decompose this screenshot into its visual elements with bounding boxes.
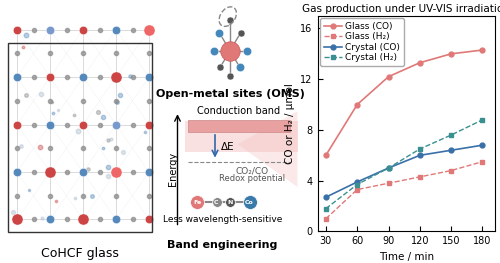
Glass (CO) <box>354 103 360 106</box>
Glass (H₂) <box>354 188 360 191</box>
Crystal (H₂) <box>354 183 360 186</box>
Text: Less wavelength-sensitive: Less wavelength-sensitive <box>163 215 282 224</box>
Text: Fe: Fe <box>193 200 201 205</box>
Glass (CO) <box>448 52 454 55</box>
Text: Co: Co <box>245 200 254 205</box>
Glass (H₂) <box>417 175 423 179</box>
Crystal (H₂) <box>386 166 392 170</box>
Legend: Glass (CO), Glass (H₂), Crystal (CO), Crystal (H₂): Glass (CO), Glass (H₂), Crystal (CO), Cr… <box>320 18 404 66</box>
Crystal (H₂) <box>448 133 454 136</box>
X-axis label: Time / min: Time / min <box>378 252 434 262</box>
Crystal (CO) <box>354 180 360 184</box>
Glass (CO) <box>417 61 423 64</box>
Glass (H₂) <box>323 217 329 220</box>
Text: Energy: Energy <box>168 152 178 186</box>
Crystal (H₂) <box>323 207 329 210</box>
Glass (CO) <box>386 75 392 78</box>
Text: Open-metal sites (OMS): Open-metal sites (OMS) <box>156 89 304 99</box>
Text: CoHCF glass: CoHCF glass <box>41 247 119 260</box>
Glass (CO) <box>323 154 329 157</box>
Glass (CO) <box>480 48 486 52</box>
Y-axis label: CO or H₂ / μmol: CO or H₂ / μmol <box>284 83 294 164</box>
Crystal (CO) <box>417 154 423 157</box>
Text: Band engineering: Band engineering <box>168 240 278 250</box>
Line: Crystal (CO): Crystal (CO) <box>324 143 485 200</box>
Crystal (CO) <box>386 166 392 170</box>
Crystal (CO) <box>480 144 486 147</box>
Line: Crystal (H₂): Crystal (H₂) <box>324 117 485 211</box>
Text: CO₂/CO: CO₂/CO <box>236 167 269 176</box>
Glass (H₂) <box>386 182 392 185</box>
Text: N: N <box>228 200 232 205</box>
FancyBboxPatch shape <box>188 120 290 132</box>
Glass (H₂) <box>480 160 486 163</box>
Text: Redox potential: Redox potential <box>220 174 286 183</box>
Text: Conduction band: Conduction band <box>198 106 280 116</box>
Line: Glass (H₂): Glass (H₂) <box>324 159 485 221</box>
Text: ΔE: ΔE <box>221 142 234 152</box>
Text: C: C <box>214 200 219 205</box>
FancyBboxPatch shape <box>185 122 298 152</box>
Polygon shape <box>238 111 298 187</box>
Crystal (H₂) <box>480 118 486 122</box>
Title: Gas production under UV-VIS irradiation: Gas production under UV-VIS irradiation <box>302 4 500 14</box>
Glass (H₂) <box>448 169 454 172</box>
Crystal (CO) <box>323 196 329 199</box>
Crystal (H₂) <box>417 147 423 150</box>
Crystal (CO) <box>448 149 454 152</box>
Line: Glass (CO): Glass (CO) <box>324 48 485 158</box>
